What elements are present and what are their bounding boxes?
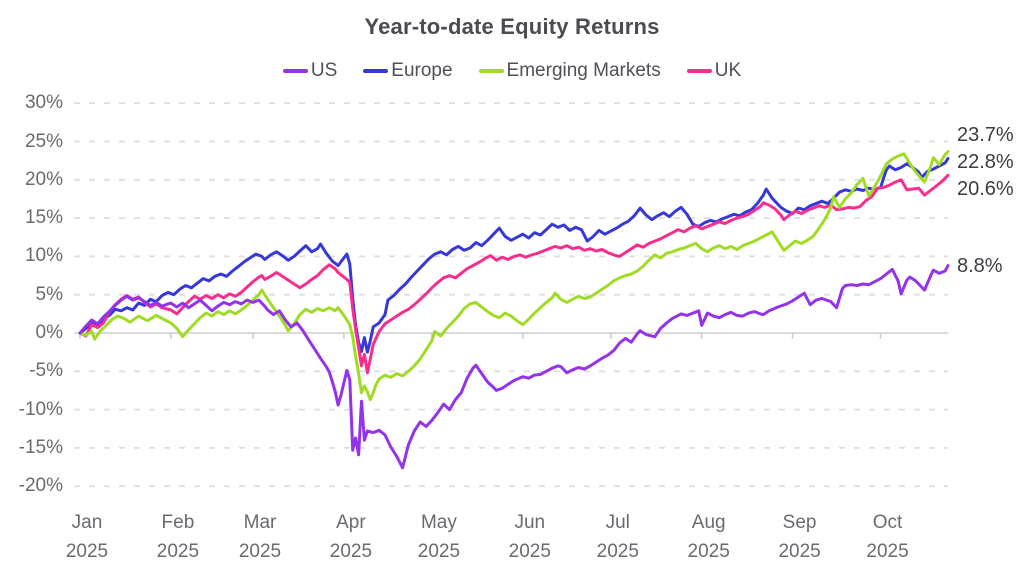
y-tick-label: 20% [24, 168, 63, 190]
x-tick-month: Oct [872, 512, 903, 533]
legend-label: US [310, 60, 338, 81]
y-tick-label: -5% [29, 360, 63, 382]
end-value-label-us: 8.8% [957, 254, 1003, 277]
legend-label: Emerging Markets [506, 60, 661, 81]
legend-item-emerging-markets[interactable]: Emerging Markets [478, 60, 661, 82]
x-tick-year: 2025 [866, 541, 909, 562]
x-tick-year: 2025 [596, 541, 639, 562]
y-tick-label: 30% [24, 92, 63, 114]
x-tick-month: Sep [782, 512, 817, 533]
x-tick-month: Feb [161, 512, 195, 533]
y-tick-label: 5% [35, 283, 63, 305]
x-tick-label-jun: Jun 2025 [484, 508, 576, 566]
x-tick-year: 2025 [65, 541, 109, 562]
x-tick-year: 2025 [778, 541, 821, 562]
x-tick-year: 2025 [687, 541, 730, 562]
end-value-label-uk: 20.6% [957, 177, 1014, 200]
legend-label: UK [714, 60, 742, 81]
series-line-emerging-markets[interactable] [78, 150, 950, 402]
x-tick-label-may: May 2025 [393, 508, 485, 566]
x-tick-label-jan: Jan 2025 [41, 508, 133, 566]
x-tick-label-jul: Jul 2025 [572, 508, 664, 566]
x-tick-label-aug: Aug 2025 [663, 508, 755, 566]
x-tick-year: 2025 [329, 541, 373, 562]
y-tick-label: -15% [18, 436, 63, 458]
x-tick-month: May [420, 512, 457, 533]
x-tick-year: 2025 [238, 541, 282, 562]
end-value-label-europe: 22.8% [957, 150, 1014, 173]
legend-swatch-icon [478, 69, 504, 73]
y-tick-label: -10% [18, 398, 63, 420]
x-tick-year: 2025 [156, 541, 200, 562]
legend-item-uk[interactable]: UK [686, 60, 742, 82]
series-line-us[interactable] [78, 264, 950, 470]
series-line-europe[interactable] [78, 156, 950, 354]
x-tick-label-apr: Apr 2025 [305, 508, 397, 566]
x-tick-label-feb: Feb 2025 [132, 508, 224, 566]
legend-swatch-icon [363, 69, 389, 73]
x-tick-month: Jul [605, 512, 630, 533]
legend-label: Europe [391, 60, 453, 81]
y-tick-label: 10% [24, 245, 63, 267]
end-value-label-emerging-markets: 23.7% [957, 123, 1014, 146]
x-tick-year: 2025 [508, 541, 551, 562]
y-tick-label: 0% [35, 322, 63, 343]
chart-title: Year-to-date Equity Returns [364, 14, 660, 39]
legend-item-us[interactable]: US [282, 60, 338, 82]
x-tick-month: Aug [691, 512, 726, 533]
legend-swatch-icon [686, 69, 712, 73]
series-line-uk[interactable] [78, 173, 950, 375]
x-tick-label-mar: Mar 2025 [214, 508, 306, 566]
y-tick-label: 15% [24, 207, 63, 229]
x-tick-year: 2025 [417, 541, 461, 562]
x-tick-month: Jun [514, 512, 546, 533]
x-tick-month: Apr [336, 512, 366, 533]
chart-legend: US Europe Emerging Markets UK [0, 60, 1024, 82]
legend-swatch-icon [282, 69, 308, 73]
legend-item-europe[interactable]: Europe [363, 60, 453, 82]
y-tick-label: 25% [24, 130, 63, 152]
x-tick-label-sep: Sep 2025 [754, 508, 846, 566]
x-tick-month: Mar [243, 512, 277, 533]
x-tick-label-oct: Oct 2025 [842, 508, 934, 566]
y-tick-label: -20% [18, 475, 63, 497]
x-tick-month: Jan [71, 512, 103, 533]
